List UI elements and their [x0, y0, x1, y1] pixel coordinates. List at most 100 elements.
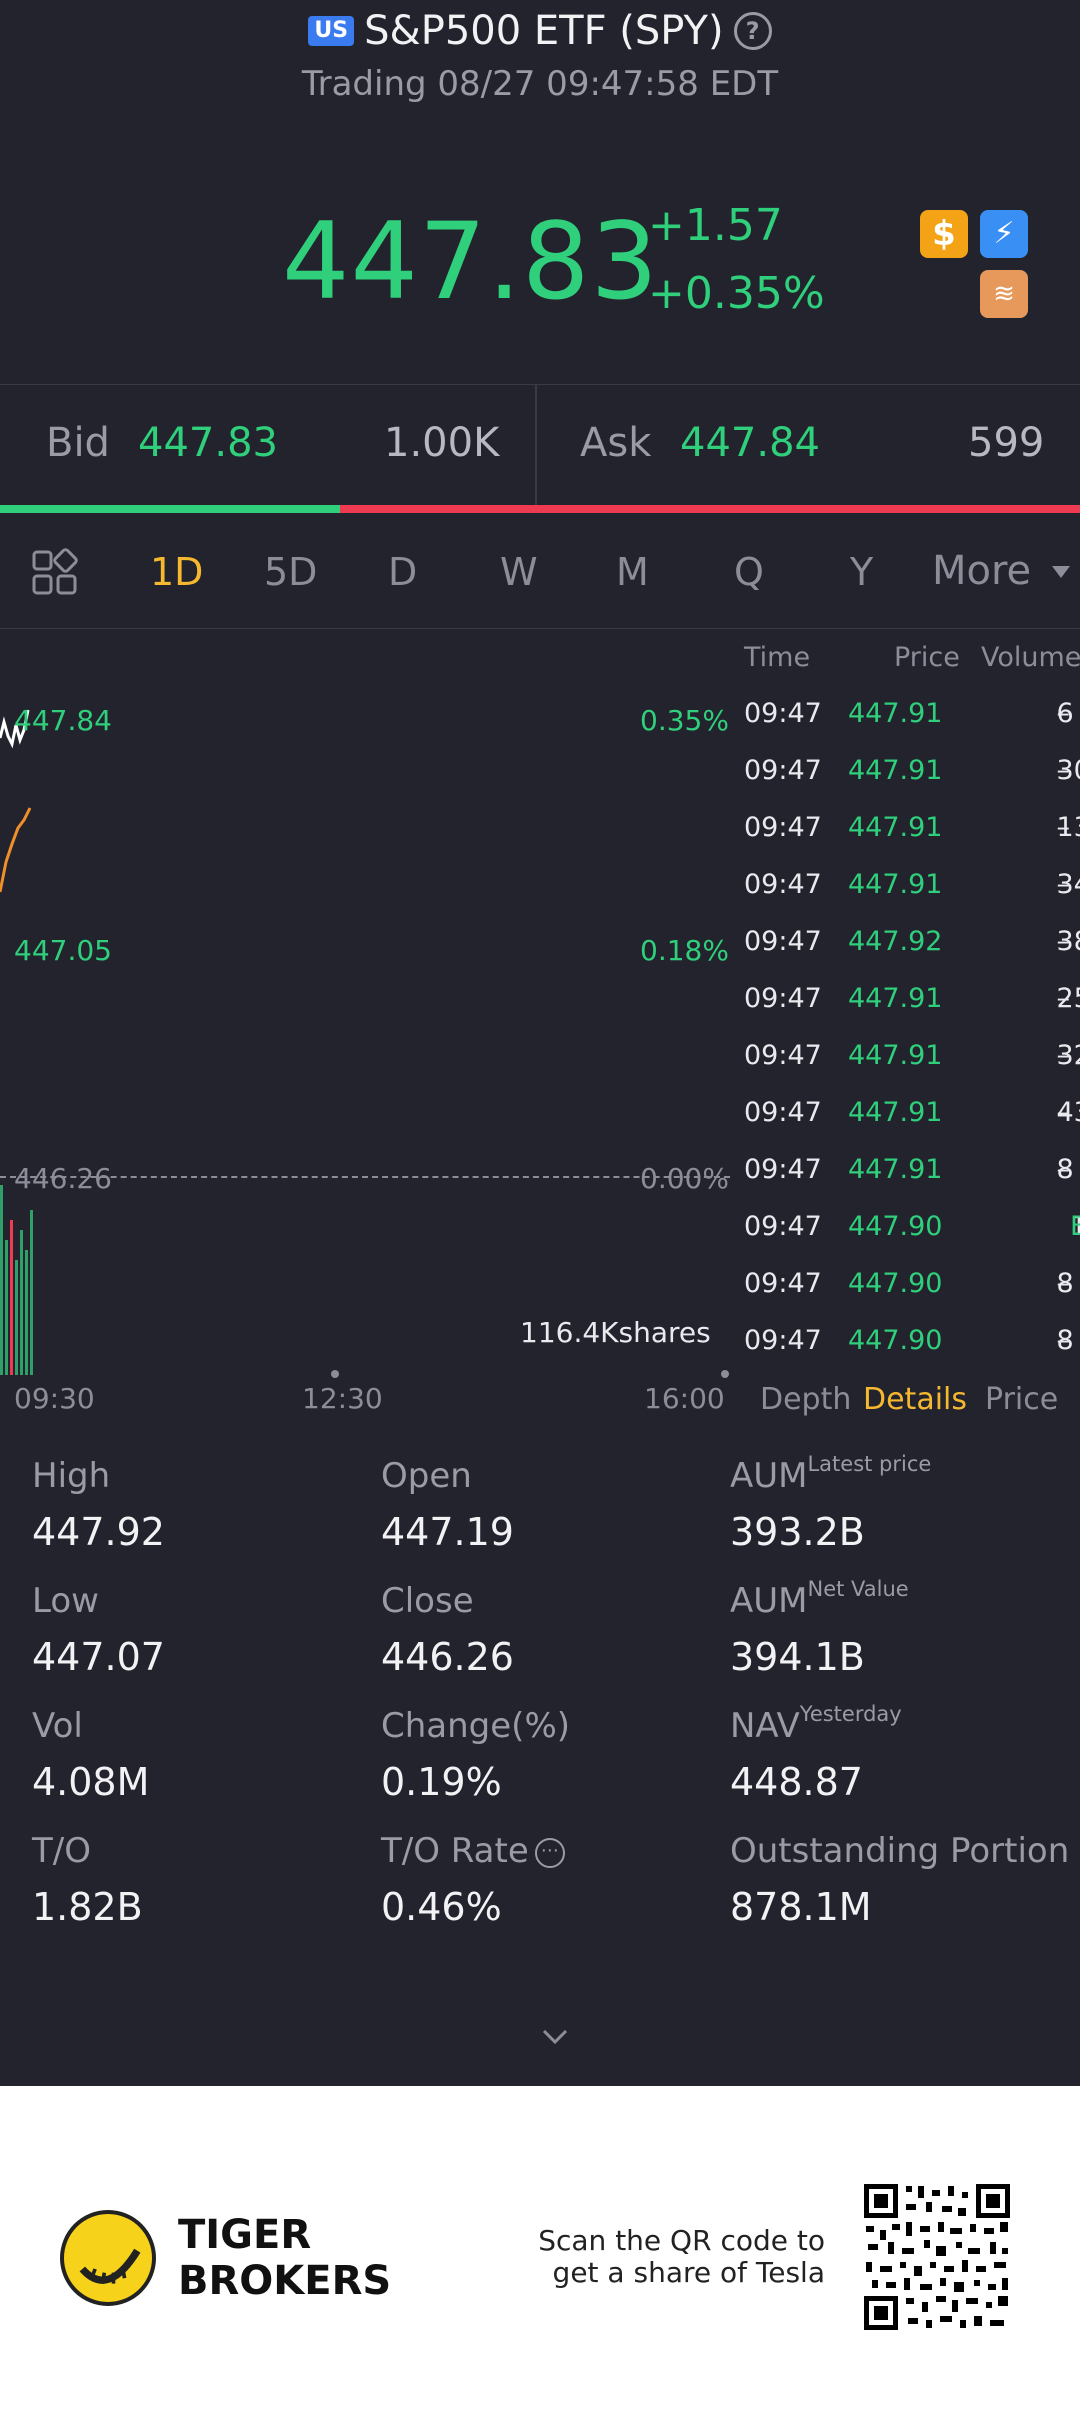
trade-volume-value: 38 — [1056, 926, 1080, 957]
trade-volume-value: 32 — [1056, 1040, 1080, 1071]
trade-time: 09:47 — [744, 869, 822, 900]
tab-more[interactable]: More — [932, 548, 1032, 594]
tab-1d[interactable]: 1D — [150, 550, 204, 594]
trade-price: 447.90 — [848, 1325, 943, 1356]
pct-axis-mid: 0.18% — [640, 934, 729, 967]
bid-strength-bar — [0, 505, 341, 513]
prev-close-line — [0, 1176, 730, 1178]
trade-price: 447.92 — [848, 926, 943, 957]
brand-line-1: TIGER — [178, 2212, 312, 2258]
trade-volume-value: 6 — [1056, 698, 1074, 729]
trading-status: Trading 08/27 09:47:58 EDT — [301, 64, 779, 104]
trade-volume-value: 8 — [1056, 1154, 1074, 1185]
brand-name: TIGER BROKERS — [178, 2212, 391, 2304]
trade-price: 447.91 — [848, 869, 943, 900]
stat-change-label: Change(%) — [381, 1706, 571, 1746]
stat-aum-sup: Latest price — [807, 1452, 932, 1476]
stat-nav-label-text: NAV — [730, 1706, 800, 1746]
trade-price: 447.91 — [848, 983, 943, 1014]
trade-volume-value: 34 — [1056, 869, 1080, 900]
chevron-down-icon[interactable] — [538, 2020, 572, 2054]
avg-price-line — [0, 807, 32, 893]
trade-time: 09:47 — [744, 1325, 822, 1356]
price-axis-mid: 447.05 — [14, 934, 112, 967]
stat-open-label: Open — [381, 1456, 472, 1496]
stat-aum2-label: AUMNet Value — [730, 1577, 909, 1621]
trade-price: 447.90 — [848, 1268, 943, 1299]
tab-quarter[interactable]: Q — [734, 550, 764, 594]
trade-volume: 38– — [1057, 926, 1080, 957]
trade-time: 09:47 — [744, 1097, 822, 1128]
ask-price: 447.84 — [680, 420, 820, 466]
stock-title[interactable]: S&P500 ETF (SPY) — [364, 8, 724, 54]
stat-vol-value: 4.08M — [32, 1760, 150, 1804]
stat-nav-value: 448.87 — [730, 1760, 863, 1804]
price-line — [0, 709, 30, 749]
trade-volume-value: 8 — [1056, 1268, 1074, 1299]
tab-month[interactable]: M — [616, 550, 649, 594]
stat-aum2-label-text: AUM — [730, 1581, 808, 1621]
bid-price: 447.83 — [138, 420, 278, 466]
trade-price: 447.91 — [848, 698, 943, 729]
divider — [0, 628, 1080, 629]
stat-to-label: T/O — [32, 1831, 91, 1871]
time-axis-mid: 12:30 — [302, 1382, 383, 1415]
trade-volume: 13– — [1057, 812, 1080, 843]
trade-volume-value: 8 — [1056, 1325, 1074, 1356]
stack-icon[interactable]: ≋ — [980, 270, 1028, 318]
ask-quantity: 599 — [968, 420, 1045, 466]
stat-low-label: Low — [32, 1581, 99, 1621]
promo-line-2: get a share of Tesla — [552, 2256, 825, 2289]
time-axis-end: 16:00 — [644, 1382, 725, 1415]
tab-details[interactable]: Details — [863, 1382, 968, 1417]
promo-line-1: Scan the QR code to — [538, 2224, 825, 2257]
trade-volume: 8– — [1056, 1268, 1074, 1299]
trade-time: 09:47 — [744, 1268, 822, 1299]
dollar-icon[interactable]: $ — [920, 210, 968, 258]
help-icon[interactable]: ? — [733, 12, 772, 50]
tab-price[interactable]: Price — [985, 1382, 1059, 1417]
bid-ask-divider — [535, 385, 537, 505]
stat-torate-label-text: T/O Rate — [381, 1831, 529, 1871]
trade-volume: 43– — [1057, 1097, 1080, 1128]
stat-close-value: 446.26 — [381, 1635, 514, 1679]
grid-menu-icon[interactable] — [30, 548, 80, 598]
ask-strength-bar — [340, 505, 1080, 513]
intraday-chart[interactable]: 447.84 0.35% 447.05 0.18% 446.26 0.00% 1… — [0, 640, 730, 1415]
more-info-icon[interactable]: ⋯ — [534, 1837, 565, 1868]
stat-open-value: 447.19 — [381, 1510, 514, 1554]
tab-day[interactable]: D — [388, 550, 418, 594]
trades-col-volume: Volume — [981, 642, 1080, 673]
stat-nav-label: NAVYesterday — [730, 1702, 902, 1746]
price-change: +1.57 — [648, 200, 783, 251]
trade-volume: 34– — [1057, 869, 1080, 900]
chevron-down-icon[interactable] — [1052, 566, 1070, 578]
pct-axis-base: 0.00% — [640, 1162, 729, 1195]
price-change-percent: +0.35% — [648, 268, 825, 319]
trade-time: 09:47 — [744, 1211, 822, 1242]
trade-volume: 6– — [1056, 698, 1074, 729]
trade-time: 09:47 — [744, 926, 822, 957]
flash-trade-icon[interactable]: ⚡ — [980, 210, 1028, 258]
last-price: 447.83 — [282, 200, 659, 323]
tab-5d[interactable]: 5D — [264, 550, 318, 594]
trade-time: 09:47 — [744, 812, 822, 843]
stat-aum2-value: 394.1B — [730, 1635, 865, 1679]
tab-year[interactable]: Y — [850, 550, 874, 594]
stat-outstanding-value: 878.1M — [730, 1885, 872, 1929]
stat-aum-value: 393.2B — [730, 1510, 865, 1554]
trade-time: 09:47 — [744, 1154, 822, 1185]
trade-volume-value: 30 — [1056, 755, 1080, 786]
price-axis-high: 447.84 — [14, 704, 112, 737]
trade-volume-value: 100 — [1070, 1211, 1080, 1242]
stat-nav-sup: Yesterday — [799, 1702, 902, 1726]
trade-price: 447.91 — [848, 755, 943, 786]
trade-price: 447.91 — [848, 1097, 943, 1128]
trade-volume: 25– — [1057, 983, 1080, 1014]
trade-price: 447.91 — [848, 1040, 943, 1071]
tab-week[interactable]: W — [500, 550, 538, 594]
stat-low-value: 447.07 — [32, 1635, 165, 1679]
volume-bars — [0, 1185, 33, 1375]
stat-change-value: 0.19% — [381, 1760, 502, 1804]
tab-depth[interactable]: Depth — [760, 1382, 852, 1417]
